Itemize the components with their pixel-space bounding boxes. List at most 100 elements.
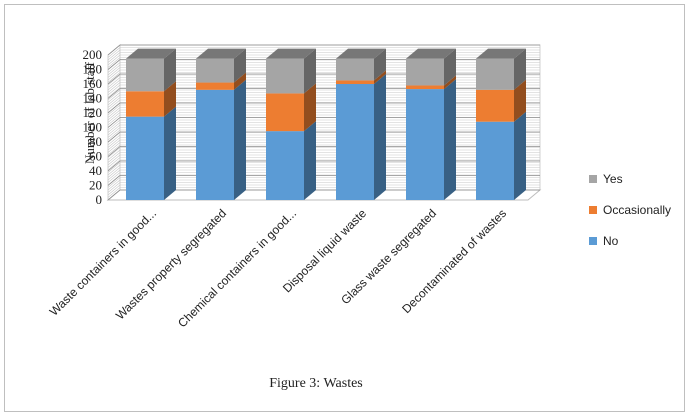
category-labels: Waste containers in good...Wastes proper… <box>47 206 509 330</box>
side-hatch-line <box>107 57 121 68</box>
bar-segment-no <box>266 121 316 200</box>
legend-entry-occasionally: Occasionally <box>589 203 671 217</box>
legend-entry-no: No <box>589 234 619 248</box>
bar-segment-occasionally <box>406 75 456 90</box>
side-hatch-line <box>107 142 121 153</box>
bar-segment-no <box>126 106 176 200</box>
bar-side <box>304 48 316 94</box>
bar-side <box>164 48 176 92</box>
side-hatch-line <box>107 162 121 173</box>
bar-segment-yes <box>126 48 176 92</box>
legend-swatch <box>589 237 597 245</box>
gridline-side <box>107 88 121 99</box>
y-tick-label: 160 <box>83 76 103 91</box>
gridlines <box>107 44 540 201</box>
side-hatch-line <box>107 122 121 133</box>
side-hatch-line <box>107 67 121 78</box>
bar-top <box>196 48 246 59</box>
bar-segment-occasionally <box>476 79 526 122</box>
bar-front <box>266 93 304 132</box>
side-hatch-line <box>107 169 121 181</box>
bar-segment-yes <box>266 48 316 94</box>
side-hatch-line <box>107 172 121 183</box>
bar-front <box>196 82 234 90</box>
gridline-side <box>107 44 121 56</box>
bar-side <box>304 83 316 132</box>
gridline-side <box>107 189 121 201</box>
side-hatch-line <box>107 149 121 161</box>
bar-segment-no <box>336 74 386 200</box>
gridline-side <box>107 160 121 172</box>
bar-side <box>444 79 456 200</box>
bar-side <box>234 79 246 200</box>
side-hatch-line <box>107 72 121 83</box>
gridline-side <box>107 146 121 157</box>
bar-side <box>164 81 176 117</box>
y-tick-label: 60 <box>89 149 102 164</box>
side-hatch-line <box>107 144 121 156</box>
legend: Yes Occasionally No <box>589 172 671 248</box>
bar-side <box>514 111 526 200</box>
side-hatch-line <box>107 82 121 93</box>
side-hatch-line <box>107 177 121 188</box>
bar-front <box>336 58 374 81</box>
bars <box>126 48 526 200</box>
bar-side <box>374 70 386 84</box>
figure-caption: Figure 3: Wastes <box>269 376 363 391</box>
bar-front <box>406 85 444 90</box>
side-hatch-line <box>107 54 121 66</box>
bar-top <box>406 48 456 59</box>
bar-side <box>444 75 456 90</box>
bar-segment-yes <box>476 48 526 90</box>
bar-top <box>336 48 386 59</box>
side-hatch-line <box>107 157 121 168</box>
bar-segment-occasionally <box>196 72 246 90</box>
bar-side <box>514 48 526 90</box>
bar-side <box>234 48 246 83</box>
legend-swatch <box>589 175 597 183</box>
bar-segment-no <box>406 79 456 200</box>
category-label: Wastes property segregated <box>113 206 229 322</box>
side-hatch-line <box>107 134 121 146</box>
bar-front <box>126 91 164 117</box>
side-hatch-line <box>107 112 121 123</box>
side-hatch-line <box>107 124 121 136</box>
gridline-side <box>107 117 121 128</box>
side-hatch-line <box>107 97 121 108</box>
bar-top <box>476 48 526 59</box>
side-hatch-line <box>107 89 121 101</box>
side-hatch-line <box>107 99 121 111</box>
bar-side <box>164 106 176 200</box>
y-tick-label: 200 <box>83 47 103 62</box>
bar-segment-no <box>196 79 246 200</box>
side-hatch-line <box>107 74 121 86</box>
bar-front <box>476 58 514 90</box>
side-hatch-line <box>107 69 121 81</box>
legend-entry-yes: Yes <box>589 172 623 186</box>
gridline-side <box>107 131 121 143</box>
side-hatch-line <box>107 137 121 148</box>
bar-front <box>476 89 514 122</box>
bar-front <box>196 89 234 200</box>
y-tick-label: 140 <box>83 91 103 106</box>
y-tick-label: 80 <box>89 134 102 149</box>
bar-front <box>126 58 164 92</box>
y-tick-label: 40 <box>89 163 102 178</box>
side-hatch-line <box>107 104 121 116</box>
side-hatch-line <box>107 92 121 103</box>
side-hatch-line <box>107 49 121 61</box>
side-hatch-line <box>107 164 121 176</box>
legend-label: No <box>603 234 619 248</box>
bar-front <box>336 84 374 200</box>
y-tick-label: 0 <box>96 192 103 207</box>
y-tick-label: 180 <box>83 62 103 77</box>
category-label: Chemical containers in good... <box>175 206 299 330</box>
bar-front <box>336 80 374 84</box>
bar-top <box>126 48 176 59</box>
bar-segment-yes <box>336 48 386 81</box>
gridline-side <box>107 59 121 70</box>
side-hatch-line <box>107 167 121 178</box>
side-hatch-line <box>107 62 121 73</box>
bar-front <box>196 58 234 83</box>
